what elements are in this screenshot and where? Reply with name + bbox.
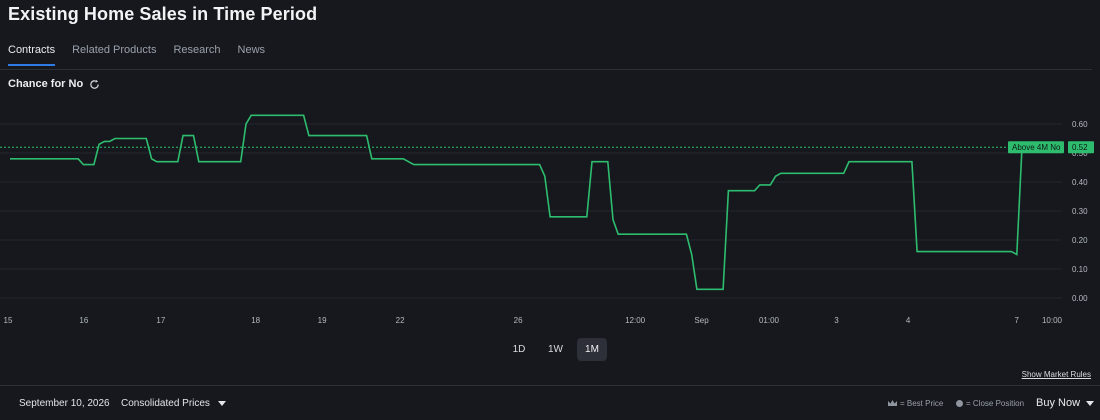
current-value-badge	[1068, 141, 1094, 154]
grid-lines	[0, 123, 1062, 299]
range-1d-button[interactable]: 1D	[512, 344, 526, 355]
tab-research[interactable]: Research	[173, 44, 221, 56]
consolidated-prices-dropdown[interactable]: Consolidated Prices	[121, 398, 226, 409]
chance-for-no-header: Chance for No	[8, 78, 100, 90]
x-tick-label: 3	[834, 316, 839, 325]
crown-icon	[888, 400, 897, 406]
x-axis-ticks: 15 16 17 18 19 22 26 12:00 Sep 01:00 3 4 7 10:00	[4, 316, 1063, 325]
x-tick-label: 22	[396, 316, 405, 325]
y-tick-label: 0.10	[1072, 265, 1088, 274]
x-tick-label: 15	[4, 316, 13, 325]
x-tick-label: 16	[79, 316, 88, 325]
buy-now-label: Buy Now	[1036, 397, 1081, 409]
x-tick-label: Sep	[694, 316, 709, 325]
x-tick-label: 26	[514, 316, 523, 325]
x-tick-label: 4	[906, 316, 911, 325]
close-position-label: = Close Position	[966, 399, 1025, 408]
x-tick-label: 17	[156, 316, 165, 325]
x-tick-label: 01:00	[759, 316, 780, 325]
time-range-selector: 1D 1W 1M	[504, 338, 607, 361]
tab-news[interactable]: News	[237, 44, 266, 56]
page-title: Existing Home Sales in Time Period	[8, 4, 318, 24]
x-tick-label: 12:00	[625, 316, 646, 325]
x-tick-label: 10:00	[1042, 316, 1063, 325]
y-axis-ticks: 0.00 0.10 0.20 0.30 0.40 0.50 0.60	[1072, 120, 1088, 303]
y-tick-label: 0.50	[1072, 149, 1088, 158]
footer-bar: September 10, 2026 Consolidated Prices =…	[0, 390, 1100, 418]
refresh-icon[interactable]	[89, 79, 100, 90]
show-market-rules-link[interactable]: Show Market Rules	[1021, 370, 1091, 379]
tab-bar: Contracts Related Products Research News	[8, 44, 265, 66]
x-tick-label: 18	[251, 316, 260, 325]
close-position-icon	[956, 400, 963, 407]
best-price-label: = Best Price	[900, 399, 944, 408]
tabs-divider	[0, 69, 1092, 70]
y-tick-label: 0.30	[1072, 207, 1088, 216]
close-position-legend: = Close Position	[956, 399, 1024, 408]
x-tick-label: 19	[318, 316, 327, 325]
best-price-legend: = Best Price	[888, 399, 943, 408]
footer-divider	[0, 385, 1100, 386]
y-tick-label: 0.00	[1072, 294, 1088, 303]
tab-contracts[interactable]: Contracts	[8, 44, 56, 66]
current-label-text: Above 4M No	[1012, 143, 1061, 152]
buy-now-dropdown[interactable]: Buy Now	[1036, 397, 1095, 409]
current-label-badge	[1008, 141, 1064, 154]
y-tick-label: 0.40	[1072, 178, 1088, 187]
chevron-down-icon	[1086, 400, 1095, 406]
y-tick-label: 0.60	[1072, 120, 1088, 129]
current-price-tag: Above 4M No 0.52	[1008, 141, 1094, 154]
x-tick-label: 7	[1014, 316, 1019, 325]
y-tick-label: 0.20	[1072, 236, 1088, 245]
chance-label: Chance for No	[8, 78, 84, 90]
current-value-text: 0.52	[1072, 143, 1088, 152]
tab-related-products[interactable]: Related Products	[72, 44, 157, 56]
series-line-above-4m-no	[10, 114, 1023, 291]
chevron-down-icon	[217, 401, 226, 406]
consolidated-prices-label: Consolidated Prices	[121, 398, 210, 409]
price-chart[interactable]: 0.00 0.10 0.20 0.30 0.40 0.50 0.60 15 16 17 18 19 2…	[0, 95, 1100, 335]
range-1m-button[interactable]: 1M	[577, 338, 607, 361]
range-1w-button[interactable]: 1W	[548, 344, 563, 355]
footer-date: September 10, 2026	[19, 398, 110, 409]
